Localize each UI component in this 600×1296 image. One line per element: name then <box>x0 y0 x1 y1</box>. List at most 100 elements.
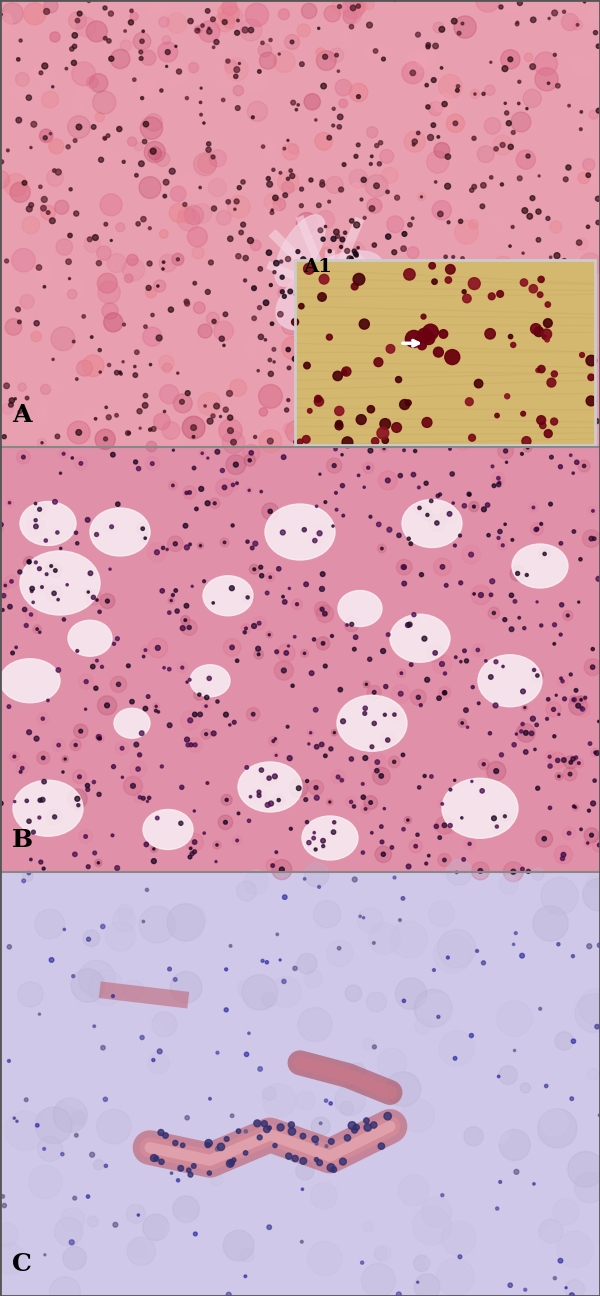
Circle shape <box>391 684 410 702</box>
Circle shape <box>141 534 149 542</box>
Ellipse shape <box>276 251 384 330</box>
Circle shape <box>25 609 37 621</box>
Circle shape <box>77 360 92 376</box>
Circle shape <box>553 417 559 422</box>
Circle shape <box>274 737 277 740</box>
Circle shape <box>338 5 341 9</box>
Circle shape <box>38 438 46 447</box>
Circle shape <box>27 730 32 735</box>
Circle shape <box>283 600 287 604</box>
Circle shape <box>558 1258 563 1264</box>
Circle shape <box>514 1050 515 1051</box>
Circle shape <box>18 384 26 391</box>
Circle shape <box>433 22 444 32</box>
Circle shape <box>142 403 148 408</box>
Circle shape <box>588 375 595 381</box>
Circle shape <box>39 861 43 864</box>
Circle shape <box>331 829 336 835</box>
Circle shape <box>413 1256 430 1271</box>
Circle shape <box>210 1173 223 1186</box>
Circle shape <box>2 3 23 25</box>
Circle shape <box>271 863 274 867</box>
Circle shape <box>334 447 337 451</box>
Circle shape <box>104 1164 107 1168</box>
Circle shape <box>557 942 560 946</box>
Circle shape <box>71 968 104 1002</box>
Circle shape <box>467 373 479 386</box>
Circle shape <box>495 428 500 433</box>
Circle shape <box>340 319 346 324</box>
Circle shape <box>173 1140 178 1146</box>
Circle shape <box>221 794 232 805</box>
Circle shape <box>325 226 326 228</box>
Circle shape <box>458 389 478 410</box>
Circle shape <box>273 794 284 806</box>
Circle shape <box>124 30 127 32</box>
Circle shape <box>270 211 274 214</box>
Circle shape <box>481 960 485 964</box>
Circle shape <box>444 255 448 258</box>
Circle shape <box>469 219 478 229</box>
Circle shape <box>257 369 259 372</box>
Circle shape <box>92 656 101 665</box>
Circle shape <box>229 586 234 591</box>
Circle shape <box>300 1157 307 1164</box>
Circle shape <box>249 451 253 455</box>
Circle shape <box>206 148 211 153</box>
Circle shape <box>0 522 3 526</box>
Circle shape <box>304 877 306 880</box>
Circle shape <box>352 284 355 288</box>
Circle shape <box>37 408 46 417</box>
Circle shape <box>262 993 277 1007</box>
Circle shape <box>536 601 538 603</box>
Circle shape <box>13 756 16 758</box>
Circle shape <box>144 141 166 162</box>
Circle shape <box>509 305 512 307</box>
Circle shape <box>172 485 174 487</box>
Circle shape <box>272 774 277 779</box>
Circle shape <box>137 408 142 413</box>
Circle shape <box>361 783 364 785</box>
Circle shape <box>396 311 399 315</box>
Circle shape <box>267 1225 272 1230</box>
Circle shape <box>73 341 75 343</box>
Circle shape <box>223 1230 254 1261</box>
Circle shape <box>203 122 205 124</box>
Circle shape <box>247 101 268 122</box>
Circle shape <box>304 93 320 110</box>
Circle shape <box>176 258 179 260</box>
Circle shape <box>569 761 572 765</box>
Circle shape <box>79 674 94 689</box>
Circle shape <box>584 658 600 675</box>
Circle shape <box>316 605 334 622</box>
Circle shape <box>556 758 560 762</box>
Circle shape <box>530 196 535 201</box>
Circle shape <box>364 1118 369 1124</box>
Circle shape <box>46 211 50 214</box>
Circle shape <box>308 780 323 796</box>
Ellipse shape <box>20 551 100 616</box>
Circle shape <box>424 481 428 485</box>
Circle shape <box>242 592 253 603</box>
Circle shape <box>442 1221 476 1256</box>
Circle shape <box>250 564 259 574</box>
Circle shape <box>580 706 583 709</box>
Circle shape <box>307 841 311 845</box>
Circle shape <box>410 689 426 705</box>
Circle shape <box>489 594 493 596</box>
Circle shape <box>26 95 32 100</box>
Circle shape <box>321 83 326 89</box>
Circle shape <box>269 39 272 41</box>
Circle shape <box>9 398 14 403</box>
Circle shape <box>234 198 239 203</box>
Circle shape <box>197 29 199 31</box>
Circle shape <box>237 185 241 189</box>
Circle shape <box>393 319 399 325</box>
Circle shape <box>514 1169 519 1174</box>
Circle shape <box>523 89 541 108</box>
Circle shape <box>319 248 332 260</box>
Circle shape <box>533 380 537 384</box>
Circle shape <box>503 618 507 622</box>
Circle shape <box>456 407 470 421</box>
Circle shape <box>530 324 541 334</box>
